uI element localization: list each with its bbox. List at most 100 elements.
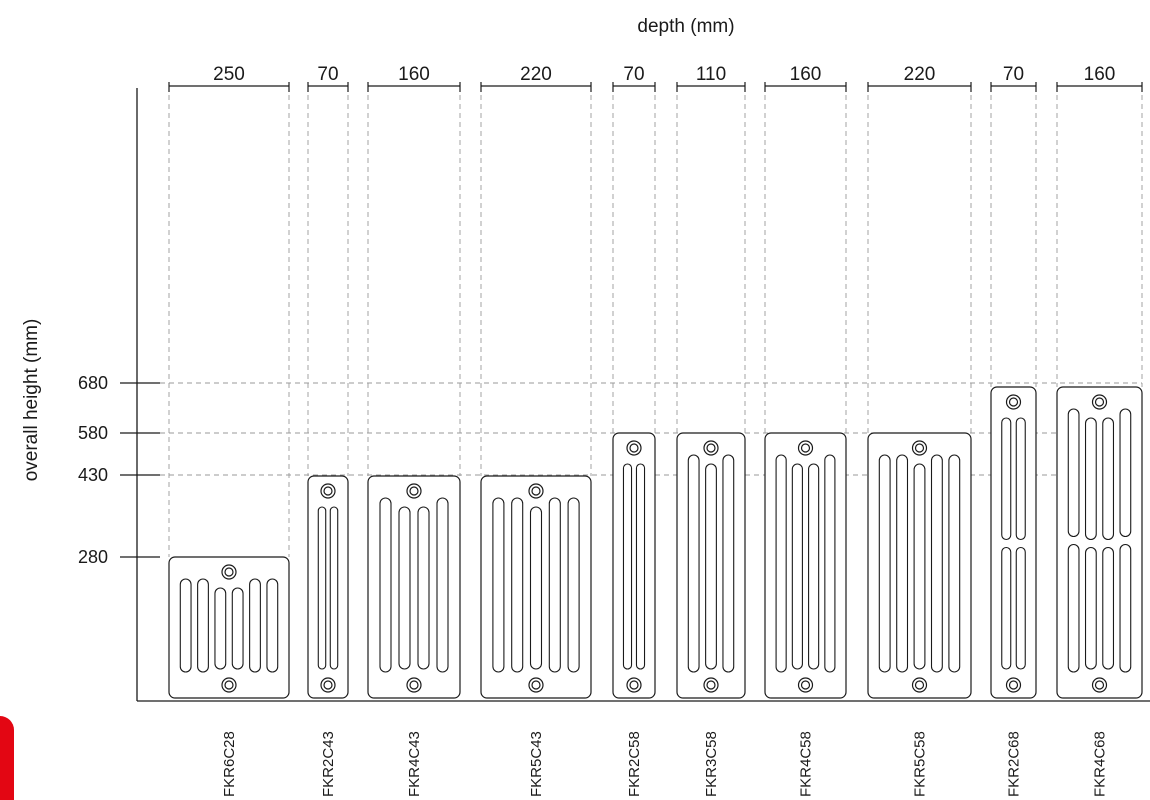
valve-connection-inner — [800, 680, 811, 690]
column-slot — [249, 578, 261, 673]
height-tick-label: 280 — [78, 547, 108, 567]
valve-connection-inner — [409, 680, 419, 690]
depth-label: 220 — [520, 64, 552, 85]
radiator-fkr4c43 — [367, 475, 461, 699]
column-slot — [896, 454, 909, 673]
valve-connection-inner — [706, 443, 716, 453]
column-slot — [722, 454, 735, 673]
column-slot — [948, 454, 961, 673]
valve-connection-inner — [629, 443, 639, 453]
radiator-fkr2c68 — [990, 386, 1037, 699]
column-slot — [791, 463, 803, 670]
valve-connection-inner — [1008, 397, 1019, 407]
radiator-fkr3c58 — [676, 432, 746, 699]
valve-connection-inner — [706, 680, 716, 690]
radiator-fkr2c43 — [307, 475, 349, 699]
column-slot — [1067, 543, 1080, 673]
depth-label: 70 — [1003, 64, 1024, 85]
column-slot — [1015, 417, 1026, 541]
column-slot — [529, 506, 543, 670]
column-slot — [1015, 546, 1026, 670]
column-slot — [1001, 417, 1012, 541]
depth-label: 70 — [317, 64, 338, 85]
column-slot — [398, 506, 411, 670]
height-ticks: 680 580 430 280 — [78, 373, 160, 567]
column-slot — [417, 506, 430, 670]
radiator-body — [612, 432, 656, 699]
depth-dimensions: 250 70 160 220 70 110 160 220 70 160 — [168, 64, 1143, 92]
column-slot — [913, 463, 926, 670]
column-slot — [1001, 546, 1012, 670]
column-slot — [197, 578, 209, 673]
column-slot — [492, 497, 505, 673]
column-slot — [179, 578, 192, 673]
column-slot — [214, 587, 227, 670]
valve-connection-inner — [914, 680, 925, 690]
radiator-fkr4c58 — [764, 432, 847, 699]
valve-connection-inner — [224, 567, 234, 577]
valve-connection-inner — [531, 486, 541, 496]
column-slot — [1102, 546, 1115, 670]
valve-connection-inner — [531, 680, 541, 690]
model-label: FKR5C43 — [528, 731, 545, 797]
radiator-body — [990, 386, 1037, 699]
column-slot — [317, 506, 327, 670]
column-slot — [1084, 546, 1097, 670]
valve-connection-inner — [224, 680, 234, 690]
depth-label: 160 — [790, 64, 822, 85]
column-slot — [1067, 408, 1080, 538]
column-slot — [775, 454, 787, 673]
column-slot — [567, 497, 580, 673]
column-slot — [1084, 417, 1097, 541]
valve-connection-inner — [409, 486, 419, 496]
model-label: FKR3C58 — [703, 731, 720, 797]
depth-label: 250 — [213, 64, 245, 85]
column-slot — [266, 578, 279, 673]
model-label: FKR6C28 — [221, 731, 238, 797]
radiator-fkr6c28 — [168, 556, 290, 699]
depth-label: 160 — [1084, 64, 1116, 85]
column-slot — [1119, 408, 1132, 538]
model-label: FKR4C68 — [1092, 731, 1109, 797]
valve-connection-inner — [914, 443, 925, 453]
model-label: FKR4C58 — [798, 731, 815, 797]
height-tick-label: 580 — [78, 423, 108, 443]
valve-connection-inner — [323, 680, 333, 690]
column-slot — [687, 454, 700, 673]
valve-connection-inner — [800, 443, 811, 453]
valve-connection-inner — [323, 486, 333, 496]
valve-connection-inner — [1094, 680, 1105, 690]
column-slot — [548, 497, 561, 673]
depth-label: 110 — [696, 64, 726, 85]
valve-connection-inner — [1008, 680, 1019, 690]
radiator-fkr5c58 — [867, 432, 972, 699]
column-slot — [622, 463, 633, 670]
valve-connection-inner — [629, 680, 639, 690]
model-label: FKR2C58 — [626, 731, 643, 797]
column-slot — [824, 454, 836, 673]
x-axis-title: depth (mm) — [637, 16, 734, 37]
column-slot — [878, 454, 891, 673]
radiator-fkr2c58 — [612, 432, 656, 699]
model-label: FKR5C58 — [912, 731, 929, 797]
column-slot — [379, 497, 392, 673]
radiator-fkr4c68 — [1056, 386, 1143, 699]
radiator-elevations — [168, 386, 1143, 699]
depth-label: 160 — [398, 64, 430, 85]
column-slot — [1119, 543, 1132, 673]
model-label: FKR4C43 — [406, 731, 423, 797]
column-slot — [231, 587, 244, 670]
column-slot — [705, 463, 717, 670]
column-slot — [635, 463, 646, 670]
column-slot — [436, 497, 449, 673]
model-label: FKR2C43 — [320, 731, 337, 797]
valve-connection-inner — [1094, 397, 1105, 407]
height-tick-label: 430 — [78, 465, 108, 485]
model-labels: FKR6C28 FKR2C43 FKR4C43 FKR5C43 FKR2C58 FKR3C… — [221, 731, 1109, 797]
depth-label: 70 — [623, 64, 644, 85]
y-axis-title: overall height (mm) — [21, 319, 42, 482]
model-label: FKR2C68 — [1006, 731, 1023, 797]
radiator-body — [307, 475, 349, 699]
column-slot — [930, 454, 943, 673]
